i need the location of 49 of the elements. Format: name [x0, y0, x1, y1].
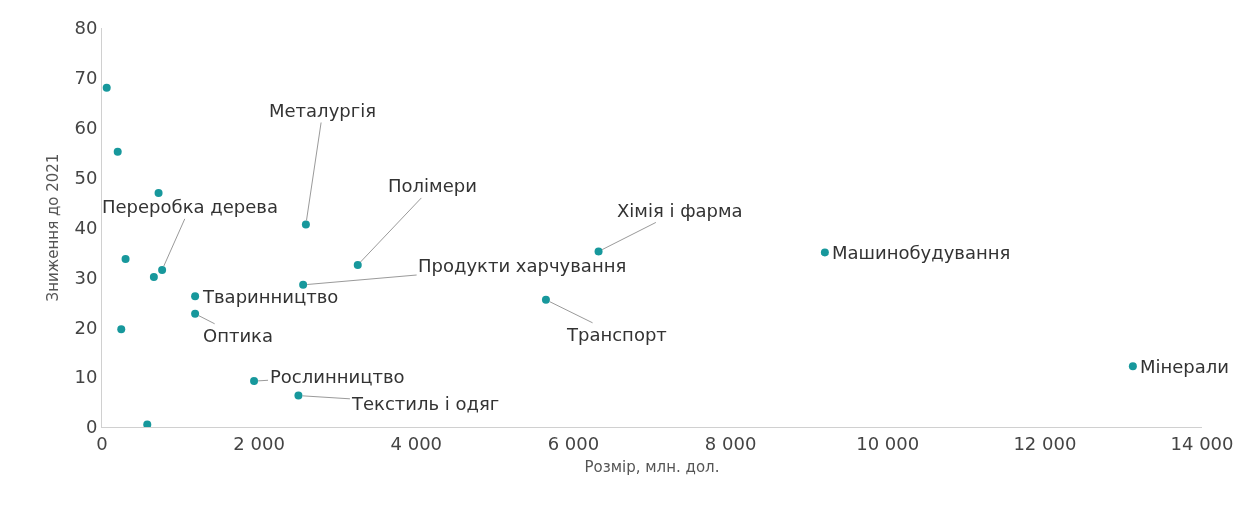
point: [113, 147, 122, 156]
y-tick-label: 30: [74, 266, 98, 288]
annotation: Оптика: [203, 325, 274, 346]
x-tick-label: 12 000: [1013, 432, 1077, 454]
annotation: Рослинництво: [270, 366, 405, 387]
annotation: Металургія: [269, 100, 376, 121]
x-tick-label: 10 000: [856, 432, 920, 454]
point: [191, 309, 200, 318]
x-tick-label: 2 000: [233, 432, 285, 454]
point: [154, 189, 163, 198]
point: [158, 265, 167, 274]
annotation: Полімери: [388, 175, 477, 196]
x-tick-label: 8 000: [704, 432, 757, 454]
x-tick-label: 6 000: [547, 432, 600, 454]
annotation: Текстиль і одяг: [351, 393, 500, 414]
y-tick-label: 50: [74, 166, 98, 188]
point: [299, 280, 308, 289]
y-axis-title: Зниження до 2021: [43, 153, 62, 302]
annotation: Транспорт: [566, 324, 667, 345]
point: [121, 254, 130, 263]
y-tick-label: 60: [74, 117, 98, 139]
y-tick-label: 10: [74, 366, 98, 388]
annotation: Мінерали: [1140, 356, 1230, 377]
annotation: Переробка дерева: [102, 196, 278, 217]
y-tick-label: 70: [74, 67, 98, 89]
annotation: Машинобудування: [832, 242, 1011, 263]
y-tick-label: 40: [74, 216, 98, 238]
y-tick-label: 20: [74, 316, 98, 338]
y-tick-label: 80: [74, 17, 98, 39]
point: [594, 247, 603, 256]
point: [1128, 362, 1137, 371]
point: [117, 325, 126, 334]
annotation: Тваринництво: [202, 286, 339, 307]
point: [191, 292, 200, 301]
x-tick-label: 4 000: [390, 432, 443, 454]
point: [102, 83, 111, 92]
point: [541, 295, 550, 304]
x-tick-label: 14 000: [1170, 432, 1234, 454]
point: [301, 220, 310, 229]
point: [143, 420, 152, 427]
point: [353, 260, 362, 269]
annotation: Хімія і фарма: [617, 200, 743, 221]
point: [820, 248, 829, 257]
point: [294, 391, 303, 400]
annotation: Продукти харчування: [418, 255, 627, 276]
x-axis-title: Розмір, млн. дол.: [584, 457, 720, 476]
point: [250, 377, 259, 386]
y-tick-label: 0: [85, 416, 98, 438]
point: [149, 272, 158, 281]
